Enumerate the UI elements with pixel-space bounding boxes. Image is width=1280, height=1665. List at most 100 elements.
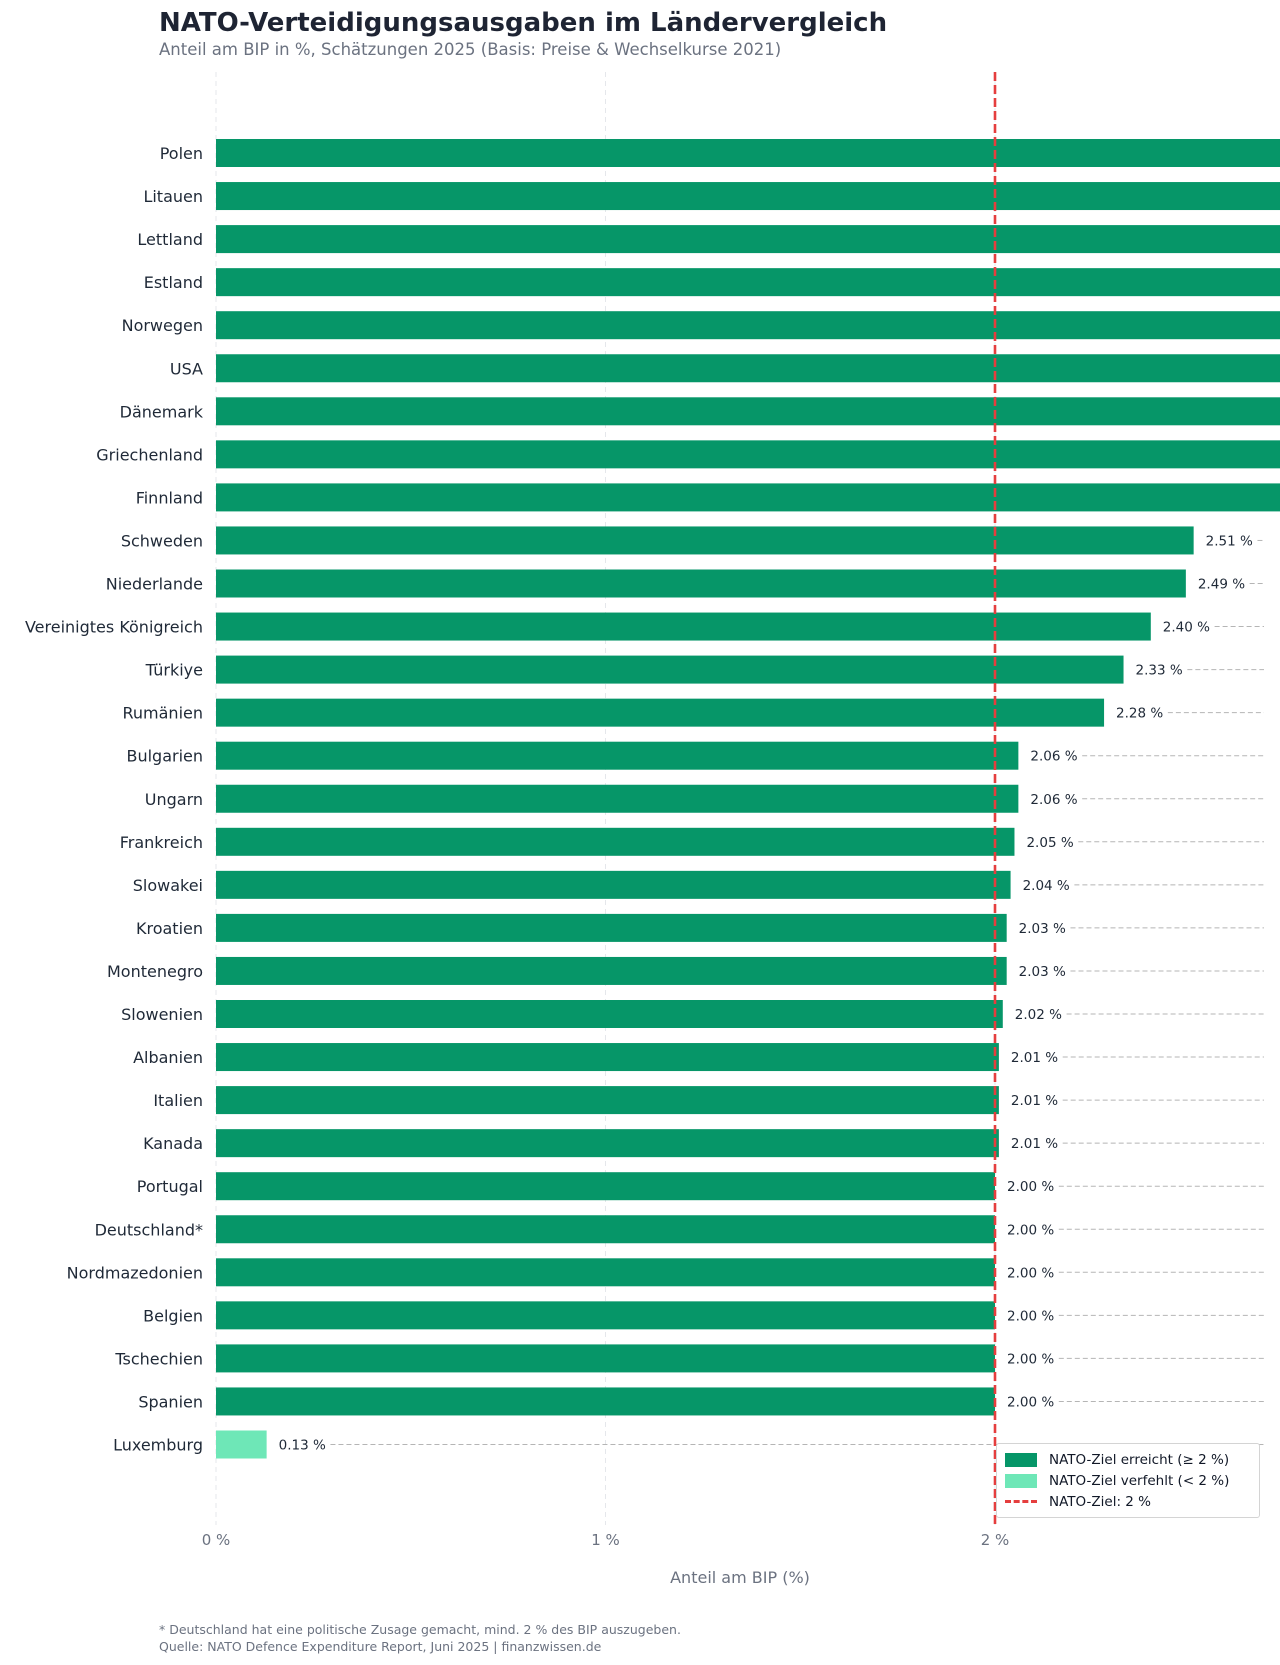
legend-swatch-reached <box>1005 1452 1037 1467</box>
y-tick-label: USA <box>170 359 203 378</box>
bar <box>216 741 1019 770</box>
bar <box>216 1258 995 1287</box>
bar <box>216 1172 995 1201</box>
legend-item-missed: NATO-Ziel verfehlt (< 2 %) <box>1005 1470 1251 1491</box>
y-tick-label: Estland <box>144 273 203 292</box>
bar <box>216 569 1186 598</box>
y-tick-label: Italien <box>153 1091 203 1110</box>
bar <box>216 139 1280 167</box>
y-tick-label: Norwegen <box>122 316 203 335</box>
bar-value-label: 2.00 % <box>1007 1179 1054 1195</box>
y-tick-label: Finnland <box>136 488 203 507</box>
bar-value-label: 2.02 % <box>1015 1007 1062 1023</box>
bar <box>216 311 1280 340</box>
bar <box>216 655 1124 684</box>
legend-label-target: NATO-Ziel: 2 % <box>1049 1493 1152 1510</box>
y-tick-label: Kroatien <box>136 919 203 938</box>
bar-value-label: 2.00 % <box>1007 1308 1054 1324</box>
bar-value-label: 2.01 % <box>1011 1050 1058 1066</box>
y-tick-label: Rumänien <box>123 704 204 723</box>
chart-legend: NATO-Ziel erreicht (≥ 2 %) NATO-Ziel ver… <box>996 1443 1260 1518</box>
bar <box>216 913 1007 942</box>
y-tick-label: Polen <box>160 144 203 163</box>
y-tick-label: Kanada <box>143 1134 203 1153</box>
bar <box>216 1387 995 1416</box>
y-tick-label: Montenegro <box>107 962 203 981</box>
bar <box>216 440 1280 469</box>
bar-value-label: 2.06 % <box>1030 792 1077 808</box>
bar <box>216 827 1015 856</box>
bar <box>216 612 1151 641</box>
bar-value-label: 2.03 % <box>1019 964 1066 980</box>
bar <box>216 526 1194 555</box>
bar-value-label: 2.06 % <box>1030 749 1077 765</box>
bar <box>216 225 1280 254</box>
bar <box>216 268 1280 297</box>
y-tick-label: Deutschland* <box>95 1220 203 1239</box>
y-tick-label: Niederlande <box>106 575 203 594</box>
y-tick-label: Ungarn <box>145 790 203 809</box>
y-tick-label: Frankreich <box>120 833 203 852</box>
y-tick-label: Slowakei <box>133 876 203 895</box>
bar <box>216 397 1280 426</box>
bar-value-label: 2.00 % <box>1007 1222 1054 1238</box>
chart-subtitle: Anteil am BIP in %, Schätzungen 2025 (Ba… <box>159 40 782 59</box>
y-tick-label: Lettland <box>137 230 203 249</box>
bar-value-label: 0.13 % <box>279 1438 326 1454</box>
bar-value-label: 2.51 % <box>1206 533 1253 549</box>
bar <box>216 1215 995 1244</box>
bar <box>216 1086 999 1115</box>
legend-swatch-target <box>1005 1500 1037 1503</box>
y-tick-label: Tschechien <box>114 1349 203 1368</box>
y-tick-label: Bulgarien <box>126 747 203 766</box>
bar <box>216 1000 1003 1028</box>
x-tick-label: 1 % <box>591 1531 620 1549</box>
y-tick-label: Griechenland <box>96 445 203 464</box>
bar <box>216 698 1105 727</box>
y-tick-label: Schweden <box>121 531 203 550</box>
bar-value-label: 2.01 % <box>1011 1093 1058 1109</box>
y-tick-label: Albanien <box>133 1048 203 1067</box>
bar-value-label: 2.05 % <box>1026 835 1073 851</box>
x-tick-label: 2 % <box>981 1531 1010 1549</box>
bar-value-label: 2.00 % <box>1007 1351 1054 1367</box>
bar <box>216 354 1280 383</box>
legend-label-missed: NATO-Ziel verfehlt (< 2 %) <box>1049 1472 1230 1489</box>
bar <box>216 956 1007 985</box>
y-tick-label: Nordmazedonien <box>67 1263 203 1282</box>
bar-value-label: 2.00 % <box>1007 1265 1054 1281</box>
y-tick-label: Litauen <box>143 187 203 206</box>
bar <box>216 182 1280 211</box>
bar-value-label: 2.03 % <box>1019 921 1066 937</box>
bar-value-label: 2.04 % <box>1023 878 1070 894</box>
bar-value-label: 2.00 % <box>1007 1394 1054 1410</box>
y-tick-label: Spanien <box>138 1392 203 1411</box>
bar <box>216 1301 995 1330</box>
legend-item-reached: NATO-Ziel erreicht (≥ 2 %) <box>1005 1449 1251 1470</box>
bar <box>216 1430 267 1459</box>
y-tick-label: Vereinigtes Königreich <box>25 618 203 637</box>
y-tick-label: Luxemburg <box>113 1436 203 1455</box>
bar <box>216 1043 999 1072</box>
bar-value-label: 2.40 % <box>1163 620 1210 636</box>
bar <box>216 483 1280 512</box>
legend-label-reached: NATO-Ziel erreicht (≥ 2 %) <box>1049 1451 1230 1468</box>
bar-value-label: 2.49 % <box>1198 577 1245 593</box>
bar-value-label: 2.33 % <box>1136 663 1183 679</box>
legend-item-target: NATO-Ziel: 2 % <box>1005 1491 1251 1512</box>
bar-value-label: 2.01 % <box>1011 1136 1058 1152</box>
y-tick-label: Dänemark <box>120 402 204 421</box>
bar-value-label: 2.28 % <box>1116 706 1163 722</box>
footnote: * Deutschland hat eine politische Zusage… <box>159 1622 681 1637</box>
y-tick-label: Slowenien <box>121 1005 203 1024</box>
bar <box>216 1344 995 1373</box>
y-tick-label: Türkiye <box>145 661 203 680</box>
chart-title: NATO-Verteidigungsausgaben im Länderverg… <box>159 8 888 38</box>
y-tick-label: Portugal <box>137 1177 203 1196</box>
y-tick-label: Belgien <box>143 1306 203 1325</box>
x-tick-label: 0 % <box>202 1531 231 1549</box>
x-axis-label: Anteil am BIP (%) <box>670 1568 810 1587</box>
bar <box>216 784 1019 813</box>
legend-swatch-missed <box>1005 1473 1037 1488</box>
